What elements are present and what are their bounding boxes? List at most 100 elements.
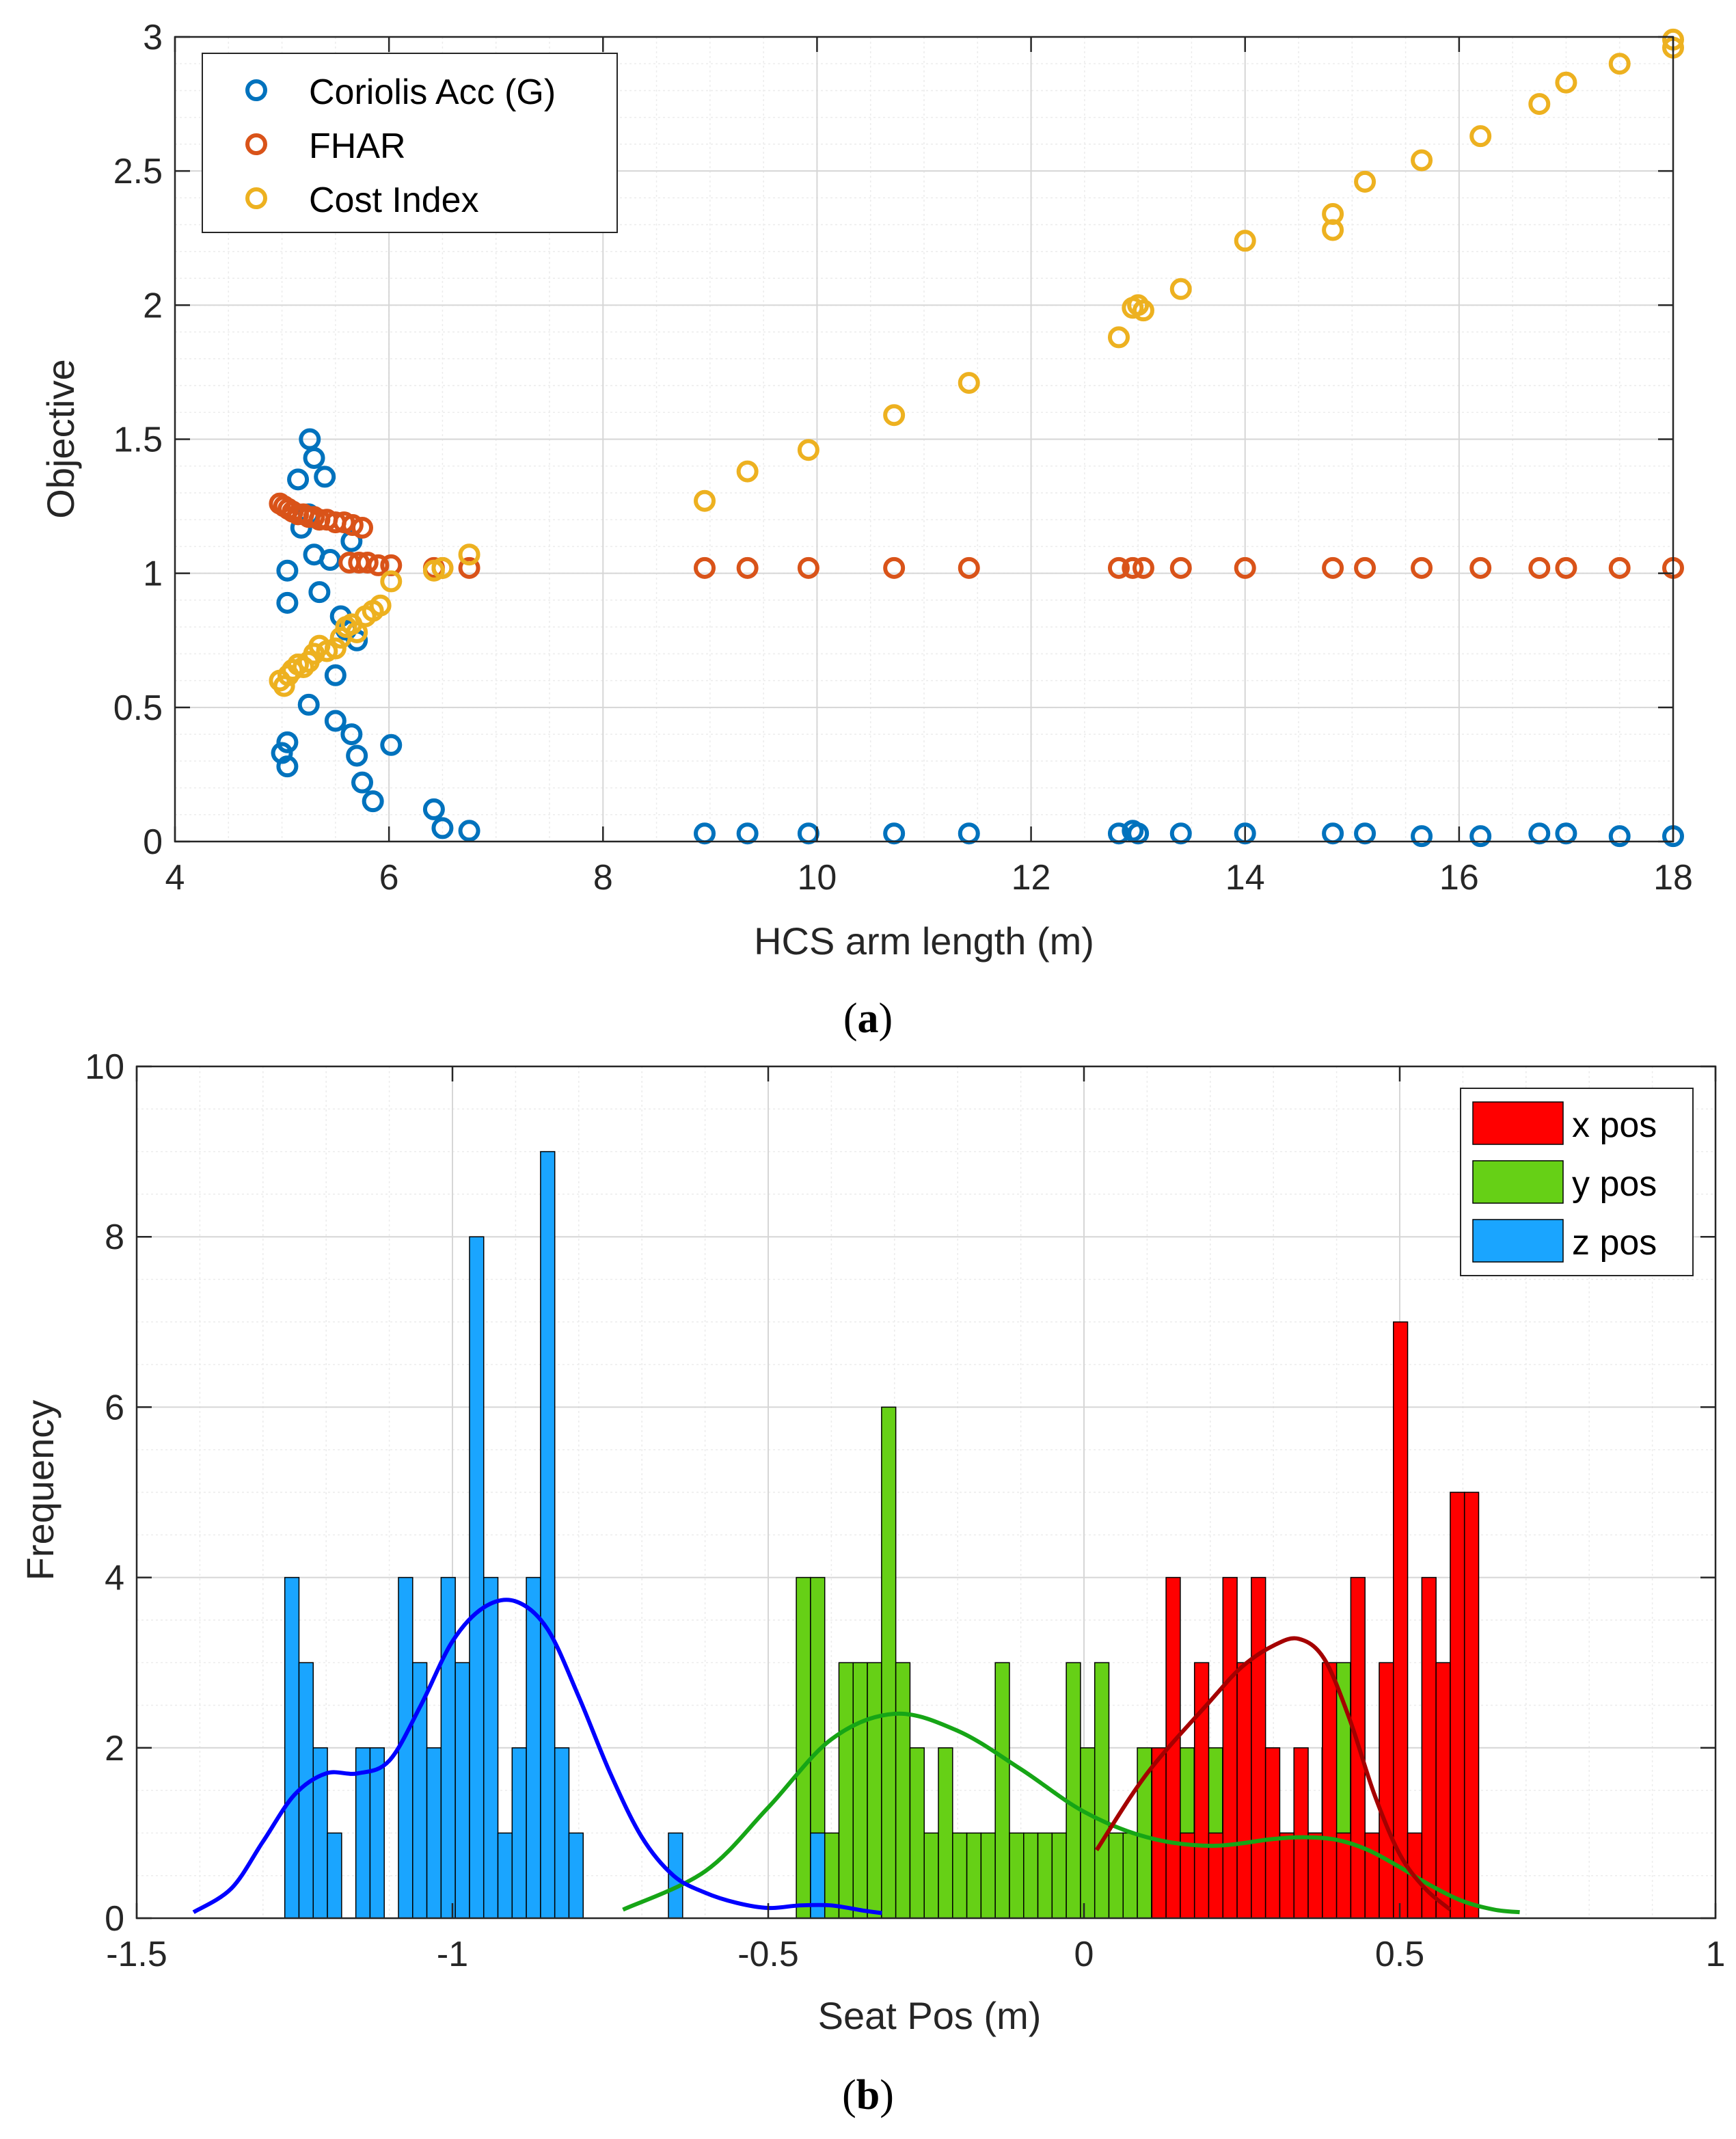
point-cost (1322, 202, 1344, 225)
point-fhar (1122, 556, 1144, 579)
point-coriolis (362, 790, 384, 813)
point-coriolis (324, 664, 347, 686)
point-cost (292, 656, 314, 678)
bar-x-pos (1421, 1576, 1437, 1919)
point-coriolis (1608, 825, 1631, 848)
point-cost (1528, 93, 1551, 116)
point-fhar (1107, 556, 1130, 579)
chart-a-ytick-label: 2.5 (113, 152, 163, 191)
chart-b-ytick-label: 0 (105, 1899, 124, 1939)
chart-a-tick-labels: 4 6 8 10 12 14 16 18 0 0.5 1 1.5 2 2.5 3 (113, 18, 1693, 898)
point-cost (458, 543, 480, 566)
chart-b-legend: x pos y pos z pos (1460, 1088, 1694, 1276)
chart-a-ytick-label: 3 (143, 18, 163, 57)
legend-a-cost-marker (245, 187, 267, 209)
point-cost (736, 460, 759, 483)
chart-a-legend-box (202, 53, 618, 233)
chart-b-xlabel: Seat Pos (m) (818, 1994, 1042, 2037)
bar-y-pos (1122, 1832, 1138, 1919)
chart-a-xtick-label: 16 (1439, 858, 1479, 898)
legend-a-coriolis-marker (245, 79, 267, 101)
point-cost (958, 372, 980, 394)
chart-a-ylabel: Objective (39, 359, 82, 518)
chart-a-xtick-label: 14 (1225, 858, 1265, 898)
bar-y-pos (1108, 1832, 1124, 1919)
point-fhar (367, 554, 390, 576)
bar-y-pos (881, 1406, 897, 1919)
bar-z-pos (497, 1832, 513, 1919)
panel-a-letter: a (858, 995, 879, 1042)
chart-b-bars (284, 1151, 1480, 1919)
legend-b-z-swatch (1472, 1219, 1564, 1263)
point-coriolis (422, 798, 445, 820)
bar-z-pos (526, 1576, 541, 1919)
point-coriolis (351, 771, 373, 794)
bar-x-pos (1364, 1832, 1380, 1919)
chart-a-legend: Coriolis Acc (G) FHAR Cost Index (202, 53, 618, 233)
chart-b-xtick-label: -1.5 (106, 1935, 167, 1974)
point-fhar (1132, 556, 1154, 579)
chart-a-xtick-label: 6 (379, 858, 399, 898)
bar-x-pos (1251, 1576, 1266, 1919)
chart-b-ytick-label: 8 (105, 1218, 124, 1257)
bar-y-pos (1094, 1662, 1110, 1919)
bar-z-pos (554, 1747, 570, 1919)
point-fhar (356, 551, 379, 574)
bar-x-pos (1193, 1662, 1210, 1919)
chart-a-ytick-label: 1 (143, 554, 163, 594)
point-fhar (958, 556, 980, 579)
bar-y-pos (952, 1832, 968, 1919)
point-cost (1608, 53, 1631, 75)
bar-y-pos (895, 1662, 911, 1919)
legend-a-fhar-label: FHAR (309, 126, 406, 166)
point-coriolis (276, 591, 299, 614)
bar-y-pos (1080, 1747, 1096, 1919)
point-cost (346, 621, 368, 643)
point-cost (797, 439, 819, 461)
chart-b-ytick-label: 4 (105, 1559, 124, 1598)
chart-a-xtick-label: 4 (165, 858, 185, 898)
point-fhar (736, 556, 759, 579)
chart-b-ytick-label: 2 (105, 1729, 124, 1768)
bar-x-pos (1279, 1832, 1294, 1919)
chart-a-xtick-label: 12 (1012, 858, 1051, 898)
chart-b-xtick-label: 0.5 (1375, 1935, 1424, 1974)
bar-x-pos (1322, 1662, 1338, 1919)
bar-y-pos (867, 1662, 882, 1919)
bar-y-pos (994, 1662, 1010, 1919)
point-fhar (351, 516, 373, 539)
point-fhar (1528, 556, 1551, 579)
bar-x-pos (1463, 1492, 1480, 1919)
point-coriolis (1469, 825, 1492, 848)
fit-curve-x-pos (1094, 1636, 1452, 1911)
point-coriolis (314, 466, 336, 488)
chart-b-ytick-label: 6 (105, 1388, 124, 1427)
chart-a-xtick-label: 18 (1653, 858, 1693, 898)
chart-a-ytick-label: 1.5 (113, 420, 163, 460)
point-coriolis (287, 468, 310, 491)
bar-x-pos (1435, 1662, 1451, 1919)
bar-x-pos (1293, 1747, 1309, 1919)
bar-x-pos (1222, 1576, 1238, 1919)
chart-a-ytick-label: 0.5 (113, 688, 163, 728)
point-cost (1132, 299, 1154, 322)
bar-x-pos (1450, 1492, 1465, 1919)
bar-y-pos (1009, 1832, 1025, 1919)
bar-y-pos (966, 1832, 982, 1919)
bar-z-pos (568, 1832, 584, 1919)
bar-z-pos (483, 1576, 499, 1919)
point-fhar (1555, 556, 1577, 579)
bar-z-pos (455, 1662, 470, 1919)
bar-y-pos (923, 1832, 939, 1919)
point-coriolis (303, 446, 325, 469)
bar-y-pos (909, 1747, 925, 1919)
chart-a-xtick-label: 8 (593, 858, 613, 898)
bar-x-pos (1335, 1832, 1352, 1919)
bar-z-pos (284, 1576, 300, 1919)
panel-b-letter: b (856, 2072, 880, 2118)
bar-z-pos (369, 1747, 385, 1919)
chart-b-axes-box (135, 1065, 1717, 1920)
point-cost (1169, 278, 1192, 300)
bar-x-pos (1264, 1747, 1281, 1919)
